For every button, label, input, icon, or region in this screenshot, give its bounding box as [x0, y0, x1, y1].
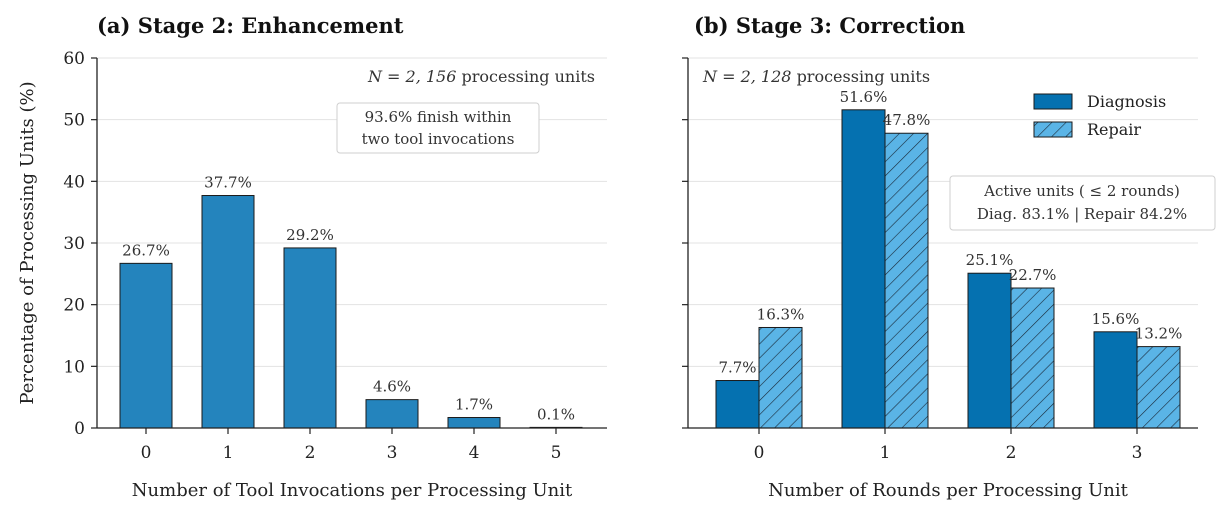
panel-b-data-label-diagnosis-3: 15.6% [1092, 310, 1140, 328]
panel-b-data-label-repair-2: 22.7% [1009, 266, 1057, 284]
panel-b-bar-repair-3 [1136, 346, 1181, 429]
panel-a-data-label-0: 26.7% [122, 241, 170, 259]
panel-a-y-tick-label: 50 [63, 111, 85, 131]
panel-b-bar-diagnosis-3 [1093, 331, 1138, 429]
panel-b-title: (b) Stage 3: Correction [694, 13, 965, 38]
panel-b: (b) Stage 3: Correction 7.7% 16.3% 51.6% 47… [682, 13, 1216, 501]
panel-b-info-box-line-2: Diag. 83.1% | Repair 84.2% [977, 205, 1187, 223]
panel-b-data-labels: 7.7% 16.3% 51.6% 47.8% 25.1%22.7% 15.6%13.2% [718, 88, 1182, 377]
panel-b-bar-diagnosis-0 [715, 380, 760, 429]
panel-a-info-box [336, 102, 540, 154]
panel-a-n-value: N = 2, 156 [367, 67, 456, 86]
panel-a-y-tick-label: 60 [63, 49, 85, 69]
panel-a-data-label-3: 4.6% [373, 378, 411, 396]
panel-a-bar-4 [447, 417, 501, 429]
legend-label-repair: Repair [1087, 120, 1141, 139]
panel-b-x-tick-label: 0 [754, 443, 765, 463]
panel-b-bar-diagnosis-2 [967, 272, 1012, 429]
panel-b-bar-repair-0 [758, 326, 803, 429]
panel-a-data-label-2: 29.2% [286, 226, 334, 244]
panel-a-x-tick-label: 0 [141, 443, 152, 463]
panel-a-data-labels: 26.7% 37.7% 29.2% 4.6% 1.7% 0.1% [122, 174, 575, 424]
panel-b-info-box-line-1: Active units ( ≤ 2 rounds) [983, 182, 1180, 200]
panel-a-y-tick-label: 10 [63, 357, 85, 377]
panel-a-x-tick-label: 4 [469, 443, 480, 463]
panel-b-n-annotation: N = 2, 128 processing units [702, 67, 930, 86]
panel-a-n-suffix: processing units [462, 67, 596, 86]
panel-b-bar-repair-2 [1010, 287, 1055, 429]
panel-a-y-tick-label: 40 [63, 172, 85, 192]
panel-a-info-box-line-1: 93.6% finish within [365, 108, 512, 126]
panel-b-data-label-repair-1: 47.8% [883, 111, 931, 129]
panel-a-x-tick-label: 2 [305, 443, 316, 463]
panel-b-x-tick-label: 2 [1006, 443, 1017, 463]
legend-swatch-repair [1033, 121, 1073, 138]
panel-b-data-label-diagnosis-1: 51.6% [840, 88, 888, 106]
panel-a-x-ticks: 0 1 2 3 4 5 [141, 428, 562, 463]
panel-b-data-label-repair-0: 16.3% [757, 305, 805, 323]
panel-b-y-ticks [682, 57, 688, 429]
panel-b-data-label-diagnosis-0: 7.7% [718, 359, 756, 377]
panel-b-n-value: N = 2, 128 [702, 67, 791, 86]
panel-a-bars [119, 195, 583, 429]
panel-a-x-axis-label: Number of Tool Invocations per Processin… [132, 480, 573, 501]
panel-a-bar-2 [283, 247, 337, 429]
panel-a-y-ticks: 0 10 20 30 40 50 60 [63, 49, 97, 439]
panel-a-y-tick-label: 0 [74, 419, 85, 439]
legend-label-diagnosis: Diagnosis [1087, 92, 1166, 111]
panel-a-y-axis-label: Percentage of Processing Units (%) [17, 81, 38, 404]
panel-a-data-label-1: 37.7% [204, 174, 252, 192]
panel-a-bar-3 [365, 399, 419, 429]
panel-b-data-label-repair-3: 13.2% [1135, 325, 1183, 343]
panel-b-bars [715, 109, 1181, 429]
panel-a-data-label-4: 1.7% [455, 396, 493, 414]
panel-b-x-tick-label: 3 [1132, 443, 1143, 463]
panel-b-x-tick-label: 1 [880, 443, 891, 463]
panel-a-x-tick-label: 1 [223, 443, 234, 463]
panel-a-n-annotation: N = 2, 156 processing units [367, 67, 595, 86]
panel-a-data-label-5: 0.1% [537, 405, 575, 423]
panel-a-x-tick-label: 5 [551, 443, 562, 463]
panel-a-title: (a) Stage 2: Enhancement [97, 13, 404, 38]
panel-b-info-box [949, 175, 1216, 231]
panel-b-n-suffix: processing units [797, 67, 931, 86]
panel-b-bar-diagnosis-1 [841, 109, 886, 429]
panel-a-y-tick-label: 30 [63, 234, 85, 254]
panel-b-bar-repair-1 [884, 132, 929, 429]
panel-a-bar-1 [201, 195, 255, 429]
panel-a-y-tick-label: 20 [63, 296, 85, 316]
panel-b-data-label-diagnosis-2: 25.1% [966, 251, 1014, 269]
panel-a-bar-0 [119, 262, 173, 429]
panel-b-x-ticks: 0 1 2 3 [754, 428, 1143, 463]
panel-b-legend: Diagnosis Repair [1033, 92, 1166, 139]
legend-swatch-diagnosis [1033, 93, 1073, 110]
panel-a-info-box-line-2: two tool invocations [362, 130, 515, 148]
panel-b-x-axis-label: Number of Rounds per Processing Unit [768, 480, 1129, 501]
panel-a-x-tick-label: 3 [387, 443, 398, 463]
